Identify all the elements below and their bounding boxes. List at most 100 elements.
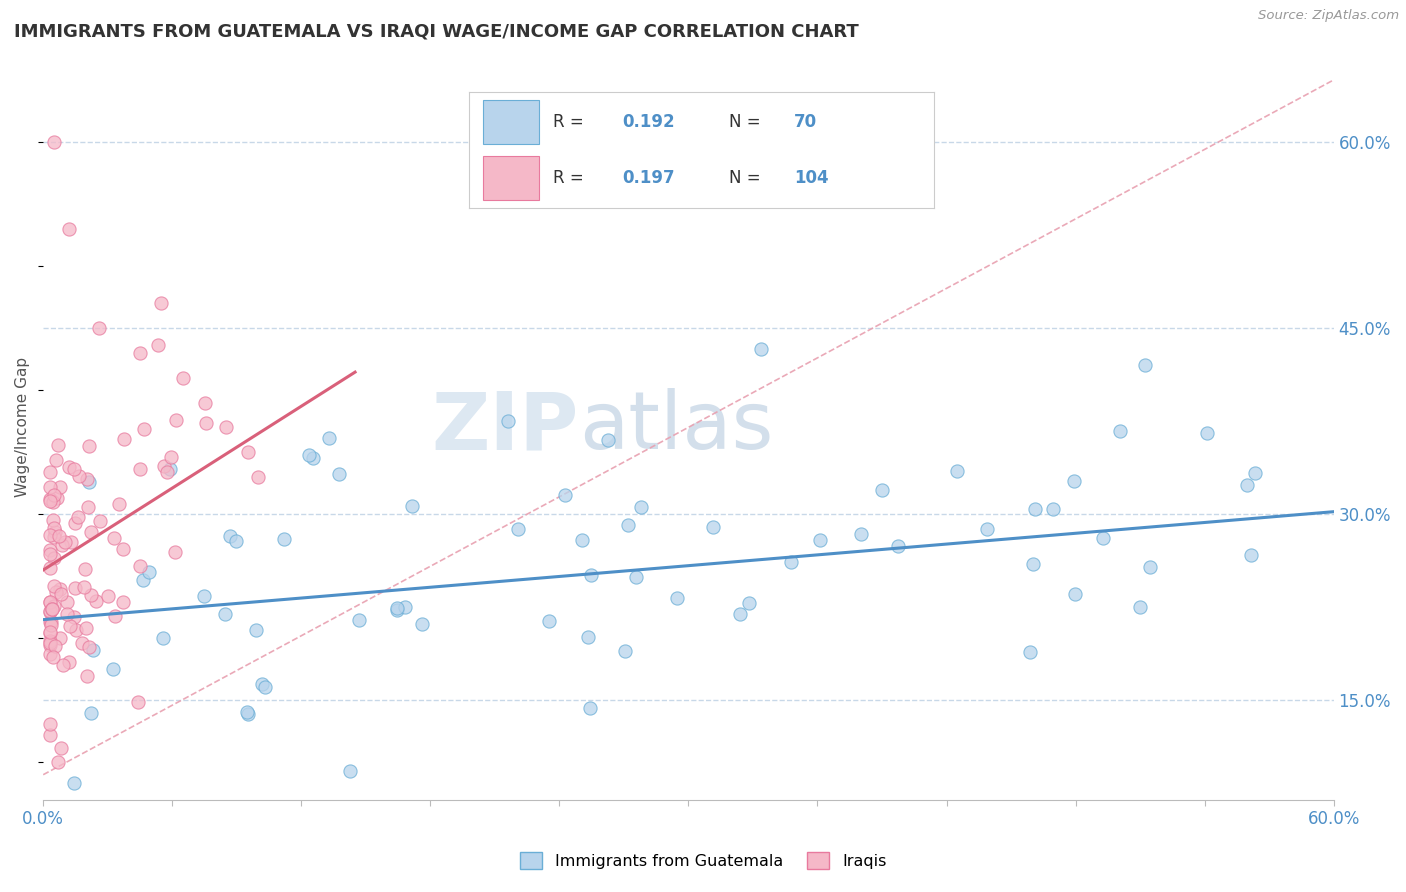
Point: [129, 462, 152, 476]
Point: [152, 458, 174, 473]
Point: [1128, 599, 1150, 614]
Point: [77, 500, 100, 514]
Point: [749, 343, 772, 357]
Point: [148, 338, 170, 352]
Legend: Immigrants from Guatemala, Iraqis: Immigrants from Guatemala, Iraqis: [513, 846, 893, 875]
Point: [193, 589, 215, 603]
Point: [1042, 501, 1064, 516]
Point: [38, 635, 60, 649]
Point: [596, 433, 619, 447]
Point: [1022, 557, 1045, 571]
Point: [159, 462, 181, 476]
Point: [103, 662, 125, 676]
Point: [132, 421, 155, 435]
Point: [150, 296, 173, 310]
Point: [870, 483, 893, 498]
Point: [77, 439, 100, 453]
Point: [779, 555, 801, 569]
Point: [67, 469, 90, 483]
Point: [976, 522, 998, 536]
Point: [38, 494, 60, 508]
Point: [73, 581, 96, 595]
Point: [808, 533, 831, 547]
Point: [1133, 358, 1156, 372]
Point: [44, 531, 66, 545]
Point: [849, 527, 872, 541]
Point: [129, 558, 152, 573]
Point: [219, 528, 242, 542]
Point: [129, 346, 152, 360]
Point: [52, 657, 75, 672]
Point: [38, 634, 60, 648]
Point: [48, 755, 70, 769]
Point: [1019, 645, 1042, 659]
Point: [236, 706, 259, 721]
Point: [193, 395, 215, 409]
Point: [38, 728, 60, 742]
Point: [38, 615, 60, 630]
Point: [254, 680, 277, 694]
Point: [41, 601, 63, 615]
Point: [578, 701, 600, 715]
Point: [55, 535, 77, 549]
Point: [298, 448, 321, 462]
Point: [103, 531, 125, 545]
Point: [63, 516, 86, 530]
Point: [63, 610, 86, 624]
Point: [42, 488, 65, 502]
Point: [508, 522, 530, 536]
Point: [44, 551, 66, 566]
Point: [38, 542, 60, 557]
Point: [1091, 531, 1114, 545]
Point: [165, 413, 187, 427]
Point: [44, 639, 66, 653]
Point: [1243, 466, 1265, 480]
Point: [411, 616, 433, 631]
Point: [339, 764, 361, 779]
Point: [58, 655, 80, 669]
Point: [112, 432, 135, 446]
Point: [617, 518, 640, 533]
Point: [89, 514, 111, 528]
Point: [65, 581, 87, 595]
Point: [76, 668, 98, 682]
Text: atlas: atlas: [579, 388, 773, 467]
Point: [49, 587, 72, 601]
Point: [59, 534, 82, 549]
Point: [38, 605, 60, 619]
Point: [624, 570, 647, 584]
Point: [172, 370, 194, 384]
Point: [44, 525, 66, 540]
Point: [127, 695, 149, 709]
Point: [87, 320, 110, 334]
Point: [46, 438, 69, 452]
Point: [387, 603, 409, 617]
Point: [65, 624, 87, 638]
Point: [70, 636, 93, 650]
Text: ZIP: ZIP: [432, 388, 579, 467]
Point: [73, 562, 96, 576]
Point: [104, 608, 127, 623]
Point: [347, 613, 370, 627]
Point: [38, 638, 60, 652]
Point: [496, 414, 519, 428]
Point: [80, 588, 103, 602]
Point: [38, 595, 60, 609]
Point: [945, 464, 967, 478]
Point: [163, 545, 186, 559]
Point: [80, 525, 103, 540]
Point: [45, 584, 67, 599]
Point: [41, 513, 63, 527]
Point: [394, 600, 416, 615]
Point: [738, 596, 761, 610]
Point: [112, 542, 135, 557]
Point: [38, 480, 60, 494]
Point: [236, 706, 259, 720]
Point: [225, 534, 247, 549]
Point: [62, 775, 84, 789]
Point: [107, 497, 129, 511]
Point: [1108, 425, 1130, 439]
Point: [385, 601, 408, 615]
Point: [702, 520, 724, 534]
Point: [614, 644, 637, 658]
